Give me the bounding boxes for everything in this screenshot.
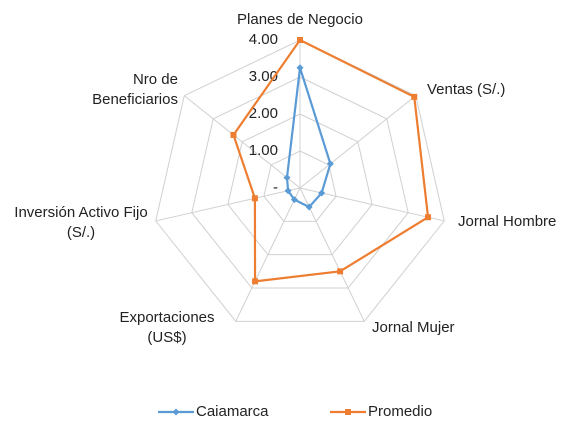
grid-ring bbox=[263, 150, 337, 222]
axis-label: Exportaciones (US$) bbox=[119, 309, 215, 346]
axis-label: Ventas (S/.) bbox=[427, 81, 506, 98]
axis-label: Nro de Beneficiarios bbox=[92, 71, 178, 108]
marker bbox=[337, 268, 344, 275]
grid-ring bbox=[155, 39, 445, 322]
legend-label: Promedio bbox=[368, 403, 432, 420]
marker bbox=[252, 278, 259, 285]
legend-label: Caiamarca bbox=[196, 403, 269, 420]
spoke bbox=[155, 187, 301, 222]
marker bbox=[283, 174, 291, 182]
marker bbox=[305, 203, 313, 211]
marker bbox=[318, 189, 326, 197]
marker bbox=[296, 64, 304, 72]
spoke bbox=[299, 187, 365, 322]
legend-marker bbox=[345, 409, 351, 415]
axis-label: Jornal Mujer bbox=[372, 319, 455, 336]
marker bbox=[326, 160, 334, 168]
tick-label: - bbox=[273, 179, 278, 196]
axis-label: Planes de Negocio bbox=[237, 11, 363, 28]
spoke bbox=[183, 95, 301, 189]
marker bbox=[411, 93, 418, 100]
spoke bbox=[299, 95, 417, 189]
grid-ring bbox=[191, 76, 409, 289]
tick-label: 1.00 bbox=[249, 142, 278, 159]
tick-label: 2.00 bbox=[249, 105, 278, 122]
tick-label: 4.00 bbox=[249, 31, 278, 48]
spoke bbox=[235, 187, 301, 322]
series-line bbox=[232, 38, 430, 283]
marker bbox=[297, 37, 303, 43]
axis-label: Jornal Hombre bbox=[458, 213, 557, 230]
marker bbox=[290, 196, 298, 204]
marker bbox=[284, 187, 292, 195]
marker bbox=[230, 131, 237, 138]
legend-marker bbox=[172, 408, 180, 416]
marker bbox=[425, 214, 432, 221]
axis-label: Inversión Activo Fijo (S/.) bbox=[14, 204, 148, 241]
marker bbox=[251, 195, 258, 202]
